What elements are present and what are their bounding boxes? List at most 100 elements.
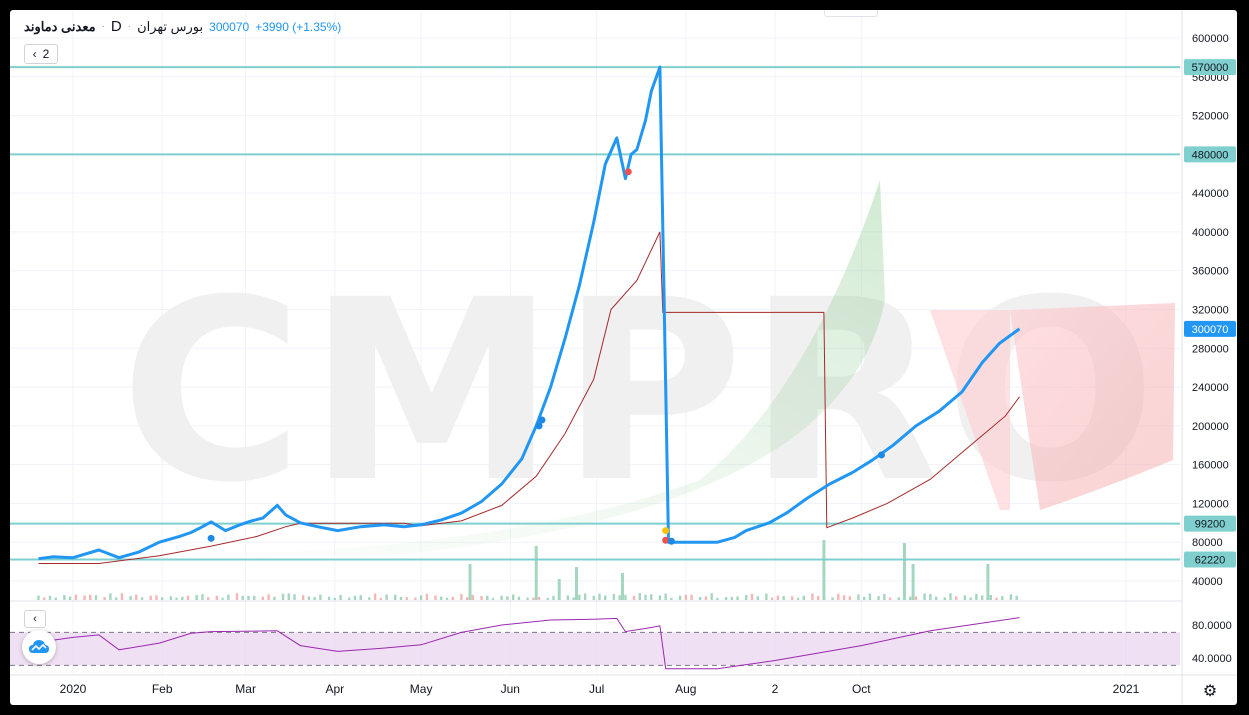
volume-bar bbox=[816, 595, 820, 600]
volume-bar bbox=[425, 593, 429, 600]
volume-spike bbox=[534, 546, 538, 600]
volume-bar bbox=[54, 597, 57, 600]
price-tag-bg bbox=[1184, 515, 1236, 532]
volume-bar bbox=[592, 595, 595, 600]
oscillator-tick-label: 80.0000 bbox=[1192, 620, 1232, 632]
volume-bar bbox=[791, 596, 794, 600]
volume-bar bbox=[253, 595, 256, 600]
volume-spike bbox=[621, 573, 625, 600]
volume-bar bbox=[989, 594, 992, 600]
volume-bar bbox=[293, 594, 296, 600]
y-tick-label: 240000 bbox=[1192, 382, 1229, 394]
volume-bar bbox=[43, 597, 46, 600]
volume-bar bbox=[94, 595, 98, 600]
volume-bar bbox=[1009, 594, 1013, 600]
volume-bar bbox=[207, 597, 210, 600]
volume-bar bbox=[120, 593, 124, 600]
axes: 40000 80000 120000 160000 200000 240000 280000… bbox=[10, 10, 1237, 705]
volume-bar bbox=[868, 593, 872, 600]
settings-gear-icon[interactable]: ⚙ bbox=[1202, 683, 1218, 700]
volume-bar bbox=[975, 593, 978, 600]
volume-bar bbox=[770, 597, 774, 600]
price-tag-bg bbox=[1184, 146, 1236, 163]
volume-bar bbox=[313, 596, 316, 600]
volume-bar bbox=[745, 595, 748, 600]
x-tick-label: Aug bbox=[675, 682, 696, 696]
cloud-decoration bbox=[190, 180, 1175, 555]
y-tick-label: 400000 bbox=[1192, 227, 1229, 239]
legend-collapse-button[interactable]: ‹ 2 bbox=[24, 44, 58, 64]
volume-bar bbox=[670, 597, 673, 600]
volume-bar bbox=[241, 595, 244, 600]
oscillator-band bbox=[10, 632, 1180, 666]
price-tag-label: 300070 bbox=[1192, 324, 1229, 336]
separator-dot: · bbox=[127, 21, 132, 32]
volume-bar bbox=[837, 593, 840, 600]
volume-bar bbox=[765, 593, 768, 600]
volume-bar bbox=[848, 596, 852, 600]
exchange-label: بورس تهران bbox=[137, 18, 204, 34]
interval-label[interactable]: D bbox=[110, 18, 122, 35]
volume-bar bbox=[995, 597, 998, 600]
volume-bar bbox=[83, 595, 86, 600]
x-tick-label: Jun bbox=[501, 682, 520, 696]
tradingview-logo-button[interactable] bbox=[22, 630, 56, 664]
indicator-count: 2 bbox=[42, 47, 50, 61]
volume-bar bbox=[181, 596, 184, 600]
volume-bar bbox=[267, 594, 270, 600]
volume-bar bbox=[736, 596, 739, 600]
signal-markers bbox=[207, 168, 885, 545]
oscillator-collapse-button[interactable]: ‹ bbox=[24, 610, 46, 628]
volume-bar bbox=[48, 595, 52, 600]
volume-bar bbox=[857, 594, 860, 600]
volume-bar bbox=[842, 595, 846, 600]
y-tick-label: 120000 bbox=[1192, 498, 1229, 510]
volume-bar bbox=[897, 597, 900, 600]
volume-bar bbox=[650, 594, 653, 600]
price-tag-label: 99200 bbox=[1195, 519, 1226, 531]
volume-bar bbox=[730, 596, 734, 600]
volume-bar bbox=[802, 595, 805, 600]
volume-bar bbox=[552, 595, 555, 600]
volume-bar bbox=[511, 594, 515, 600]
volume-bar bbox=[831, 597, 834, 600]
volume-bar bbox=[710, 593, 713, 600]
volume-bar bbox=[333, 597, 337, 600]
volume-bar bbox=[658, 595, 662, 600]
last-price: 300070 bbox=[209, 19, 250, 34]
volume-bar bbox=[347, 597, 351, 600]
volume-bar bbox=[963, 595, 967, 600]
volume-bar bbox=[716, 597, 719, 600]
y-tick-label: 520000 bbox=[1192, 111, 1229, 123]
volume-bar bbox=[281, 593, 285, 600]
x-tick-label: May bbox=[410, 682, 433, 696]
price-tag-bg bbox=[1184, 59, 1236, 76]
volume-bar bbox=[598, 593, 601, 600]
volume-bar bbox=[68, 596, 72, 600]
signal-dot bbox=[662, 527, 670, 535]
signal-dot bbox=[207, 534, 215, 542]
y-tick-label: 200000 bbox=[1192, 421, 1229, 433]
volume-bar bbox=[914, 596, 918, 600]
volume-bar bbox=[339, 595, 342, 600]
volume-bar bbox=[684, 594, 688, 600]
symbol-name[interactable]: معدنی دماوند bbox=[24, 18, 96, 34]
volume-bar bbox=[373, 593, 377, 600]
volume-bar bbox=[624, 594, 627, 600]
x-tick-label: Oct bbox=[852, 682, 871, 696]
volume-bar bbox=[612, 594, 616, 600]
volume-bar bbox=[103, 597, 106, 600]
chart-frame: CMPRO 40000 80000 120000 160000 200000 240000… bbox=[10, 10, 1237, 705]
volume-bar bbox=[638, 593, 641, 600]
price-chart[interactable]: CMPRO 4000080000120000160000200000240000… bbox=[10, 10, 1237, 705]
volume-bar bbox=[445, 597, 449, 600]
legend: معدنی دماوند · D · بورس تهران 300070 +39… bbox=[24, 18, 341, 35]
chevron-left-icon: ‹ bbox=[33, 613, 37, 625]
x-tick-label: Mar bbox=[235, 682, 256, 696]
volume-bar bbox=[632, 595, 636, 600]
volume-bar bbox=[247, 595, 250, 600]
volume-bar bbox=[353, 595, 357, 600]
price-tag-label: 480000 bbox=[1192, 149, 1229, 161]
top-handle[interactable] bbox=[824, 10, 878, 17]
volume-bar bbox=[149, 595, 152, 600]
